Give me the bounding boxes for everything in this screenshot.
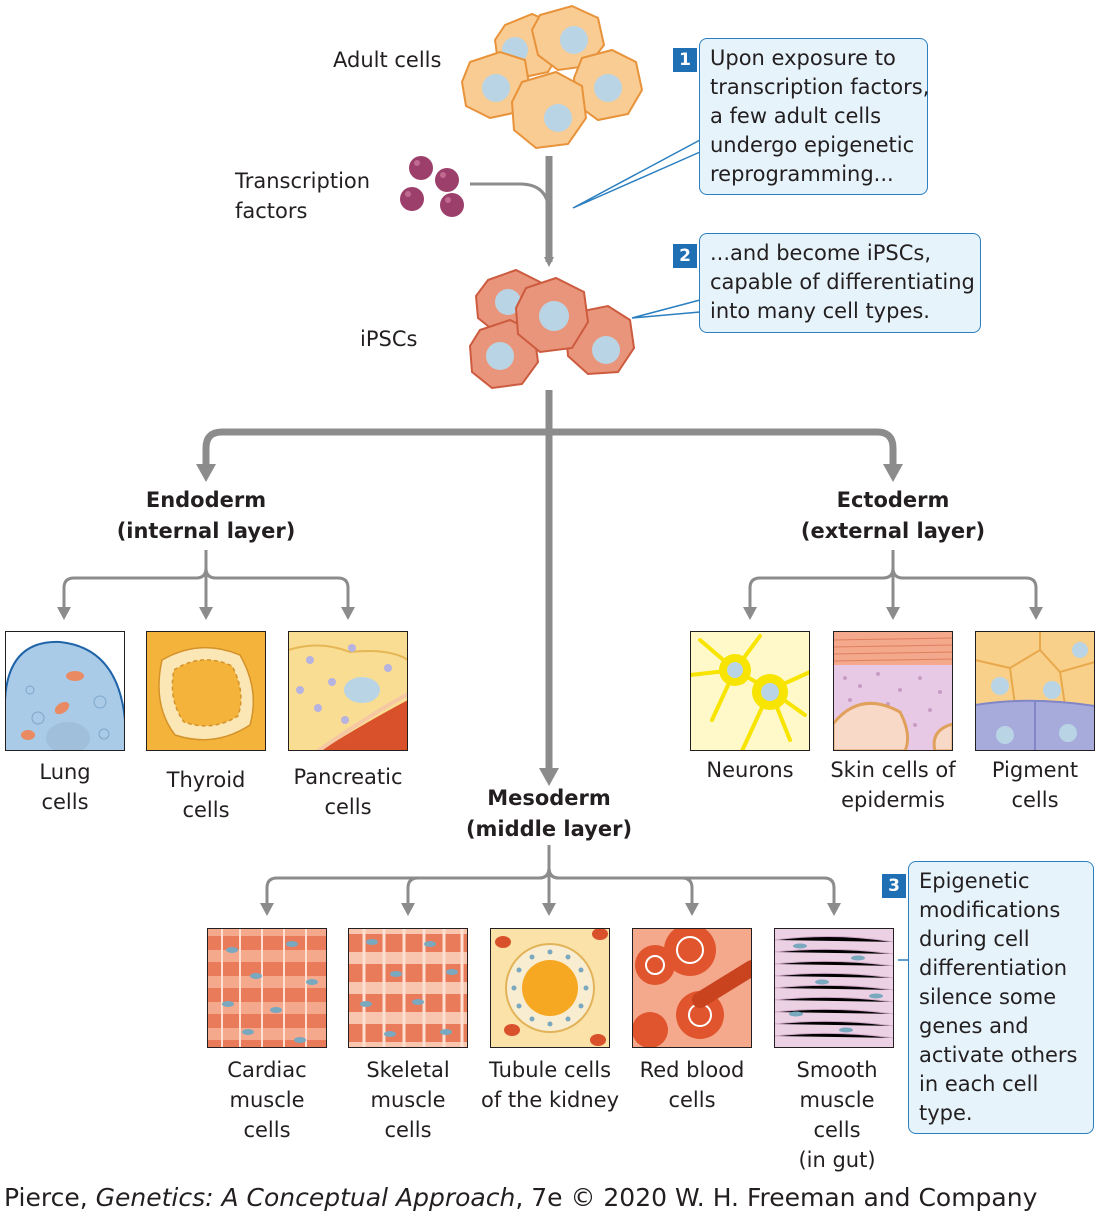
red-blood-cells-label: Red blood cells bbox=[627, 1055, 757, 1115]
callout-3-line-8: in each cell bbox=[919, 1072, 1039, 1096]
thyroid-cells-label: Thyroid cells bbox=[136, 765, 276, 825]
smooth-muscle-cells-image bbox=[774, 928, 894, 1048]
callout-1-line-3: a few adult cells bbox=[710, 104, 882, 128]
credit-book-title: Genetics: A Conceptual Approach bbox=[95, 1183, 516, 1212]
rbc-label-line-1: Red blood bbox=[639, 1058, 745, 1082]
callout-2-line-1: ...and become iPSCs, bbox=[710, 241, 932, 265]
endoderm-title: Endoderm bbox=[145, 488, 267, 512]
callout-3-line-5: silence some bbox=[919, 985, 1057, 1009]
callout-1-line-1: Upon exposure to bbox=[710, 46, 896, 70]
pancreatic-label-line-1: Pancreatic bbox=[293, 765, 403, 789]
callout-1: Upon exposure to transcription factors, … bbox=[699, 38, 930, 195]
rbc-label-line-2: cells bbox=[668, 1088, 716, 1112]
endoderm-subtitle: (internal layer) bbox=[116, 519, 296, 543]
callout-3-line-4: differentiation bbox=[919, 956, 1068, 980]
cardiac-muscle-cells-image bbox=[207, 928, 327, 1048]
mesoderm-title: Mesoderm bbox=[487, 786, 611, 810]
thyroid-label-line-2: cells bbox=[182, 798, 230, 822]
mesoderm-subtitle: (middle layer) bbox=[465, 817, 633, 841]
neurons-label: Neurons bbox=[680, 755, 820, 785]
pancreatic-cells-label: Pancreatic cells bbox=[278, 762, 418, 822]
lung-label-line-2: cells bbox=[41, 790, 89, 814]
callout-1-badge: 1 bbox=[673, 48, 697, 72]
callout-3-line-3: during cell bbox=[919, 927, 1030, 951]
ectoderm-branches bbox=[748, 550, 1038, 610]
lung-cells-label: Lung cells bbox=[5, 757, 125, 817]
source-credit: Pierce, Genetics: A Conceptual Approach,… bbox=[4, 1183, 1037, 1212]
transcription-factors-line-2: factors bbox=[235, 199, 308, 223]
neurons-image bbox=[690, 631, 810, 751]
skeletal-muscle-cells-image bbox=[348, 928, 468, 1048]
adult-cells-cluster bbox=[460, 4, 644, 150]
callout-3: Epigenetic modifications during cell dif… bbox=[908, 861, 1094, 1134]
callout-2-pointer bbox=[631, 299, 701, 319]
transcription-factors-line-1: Transcription bbox=[235, 169, 371, 193]
pancreatic-label-line-2: cells bbox=[324, 795, 372, 819]
kidney-tubule-cells-image bbox=[490, 928, 610, 1048]
ipscs-label: iPSCs bbox=[360, 327, 418, 351]
callout-2: ...and become iPSCs, capable of differen… bbox=[699, 233, 981, 333]
cardiac-muscle-cells-label: Cardiac muscle cells bbox=[202, 1055, 332, 1145]
callout-2-badge: 2 bbox=[673, 244, 697, 268]
ectoderm-subtitle: (external layer) bbox=[800, 519, 986, 543]
callout-3-badge: 3 bbox=[882, 874, 906, 898]
endoderm-branches bbox=[62, 550, 350, 610]
skin-label-line-1: Skin cells of bbox=[830, 758, 956, 782]
pancreatic-cells-image bbox=[288, 631, 408, 751]
ipsc-cluster bbox=[468, 268, 636, 390]
credit-prefix: Pierce, bbox=[4, 1183, 96, 1212]
callout-1-line-2: transcription factors, bbox=[710, 75, 930, 99]
thyroid-label-line-1: Thyroid bbox=[166, 768, 246, 792]
callout-1-line-4: undergo epigenetic bbox=[710, 133, 915, 157]
smooth-label-line-4: (in gut) bbox=[798, 1148, 876, 1172]
transcription-factor-molecules bbox=[400, 156, 464, 217]
callout-2-line-3: into many cell types. bbox=[710, 299, 930, 323]
skeletal-label-line-2: muscle bbox=[370, 1088, 446, 1112]
cardiac-label-line-2: muscle bbox=[229, 1088, 305, 1112]
adult-cells-label: Adult cells bbox=[333, 48, 442, 72]
skin-cells-image bbox=[833, 631, 953, 751]
callout-3-line-2: modifications bbox=[919, 898, 1061, 922]
cardiac-label-line-1: Cardiac bbox=[227, 1058, 307, 1082]
smooth-label-line-3: cells bbox=[813, 1118, 861, 1142]
skeletal-label-line-3: cells bbox=[384, 1118, 432, 1142]
ectoderm-title: Ectoderm bbox=[836, 488, 950, 512]
callout-3-line-1: Epigenetic bbox=[919, 869, 1030, 893]
transcription-factors-label: Transcription factors bbox=[235, 166, 370, 226]
pigment-label-line-1: Pigment bbox=[991, 758, 1079, 782]
kidney-label-line-1: Tubule cells bbox=[488, 1058, 612, 1082]
callout-1-pointer bbox=[572, 139, 701, 209]
red-blood-cells-image bbox=[632, 928, 752, 1048]
skin-cells-label: Skin cells of epidermis bbox=[818, 755, 968, 815]
smooth-label-line-2: muscle bbox=[799, 1088, 875, 1112]
skeletal-label-line-1: Skeletal bbox=[366, 1058, 450, 1082]
kidney-label-line-2: of the kidney bbox=[480, 1088, 620, 1112]
germ-layer-branches bbox=[202, 390, 897, 770]
credit-suffix: , 7e © 2020 W. H. Freeman and Company bbox=[515, 1183, 1038, 1212]
callout-3-line-6: genes and bbox=[919, 1014, 1029, 1038]
transcription-factor-arrow bbox=[470, 182, 551, 215]
pigment-label-line-2: cells bbox=[1011, 788, 1059, 812]
callout-2-line-2: capable of differentiating bbox=[710, 270, 975, 294]
smooth-muscle-cells-label: Smooth muscle cells (in gut) bbox=[772, 1055, 902, 1175]
pigment-cells-image bbox=[975, 631, 1095, 751]
callout-3-line-9: type. bbox=[919, 1101, 973, 1125]
callout-1-line-5: reprogramming... bbox=[710, 162, 894, 186]
skeletal-muscle-cells-label: Skeletal muscle cells bbox=[343, 1055, 473, 1145]
endoderm-header: Endoderm (internal layer) bbox=[106, 485, 306, 547]
lung-cells-image bbox=[5, 631, 125, 751]
pigment-cells-label: Pigment cells bbox=[970, 755, 1100, 815]
kidney-tubule-cells-label: Tubule cells of the kidney bbox=[472, 1055, 628, 1115]
mesoderm-header: Mesoderm (middle layer) bbox=[449, 783, 649, 845]
cardiac-label-line-3: cells bbox=[243, 1118, 291, 1142]
mesoderm-branches bbox=[265, 845, 836, 905]
thyroid-cells-image bbox=[146, 631, 266, 751]
smooth-label-line-1: Smooth bbox=[796, 1058, 878, 1082]
skin-label-line-2: epidermis bbox=[841, 788, 945, 812]
lung-label-line-1: Lung bbox=[39, 760, 91, 784]
neurons-label-line-1: Neurons bbox=[706, 758, 794, 782]
callout-3-line-7: activate others bbox=[919, 1043, 1078, 1067]
ectoderm-header: Ectoderm (external layer) bbox=[783, 485, 1003, 547]
